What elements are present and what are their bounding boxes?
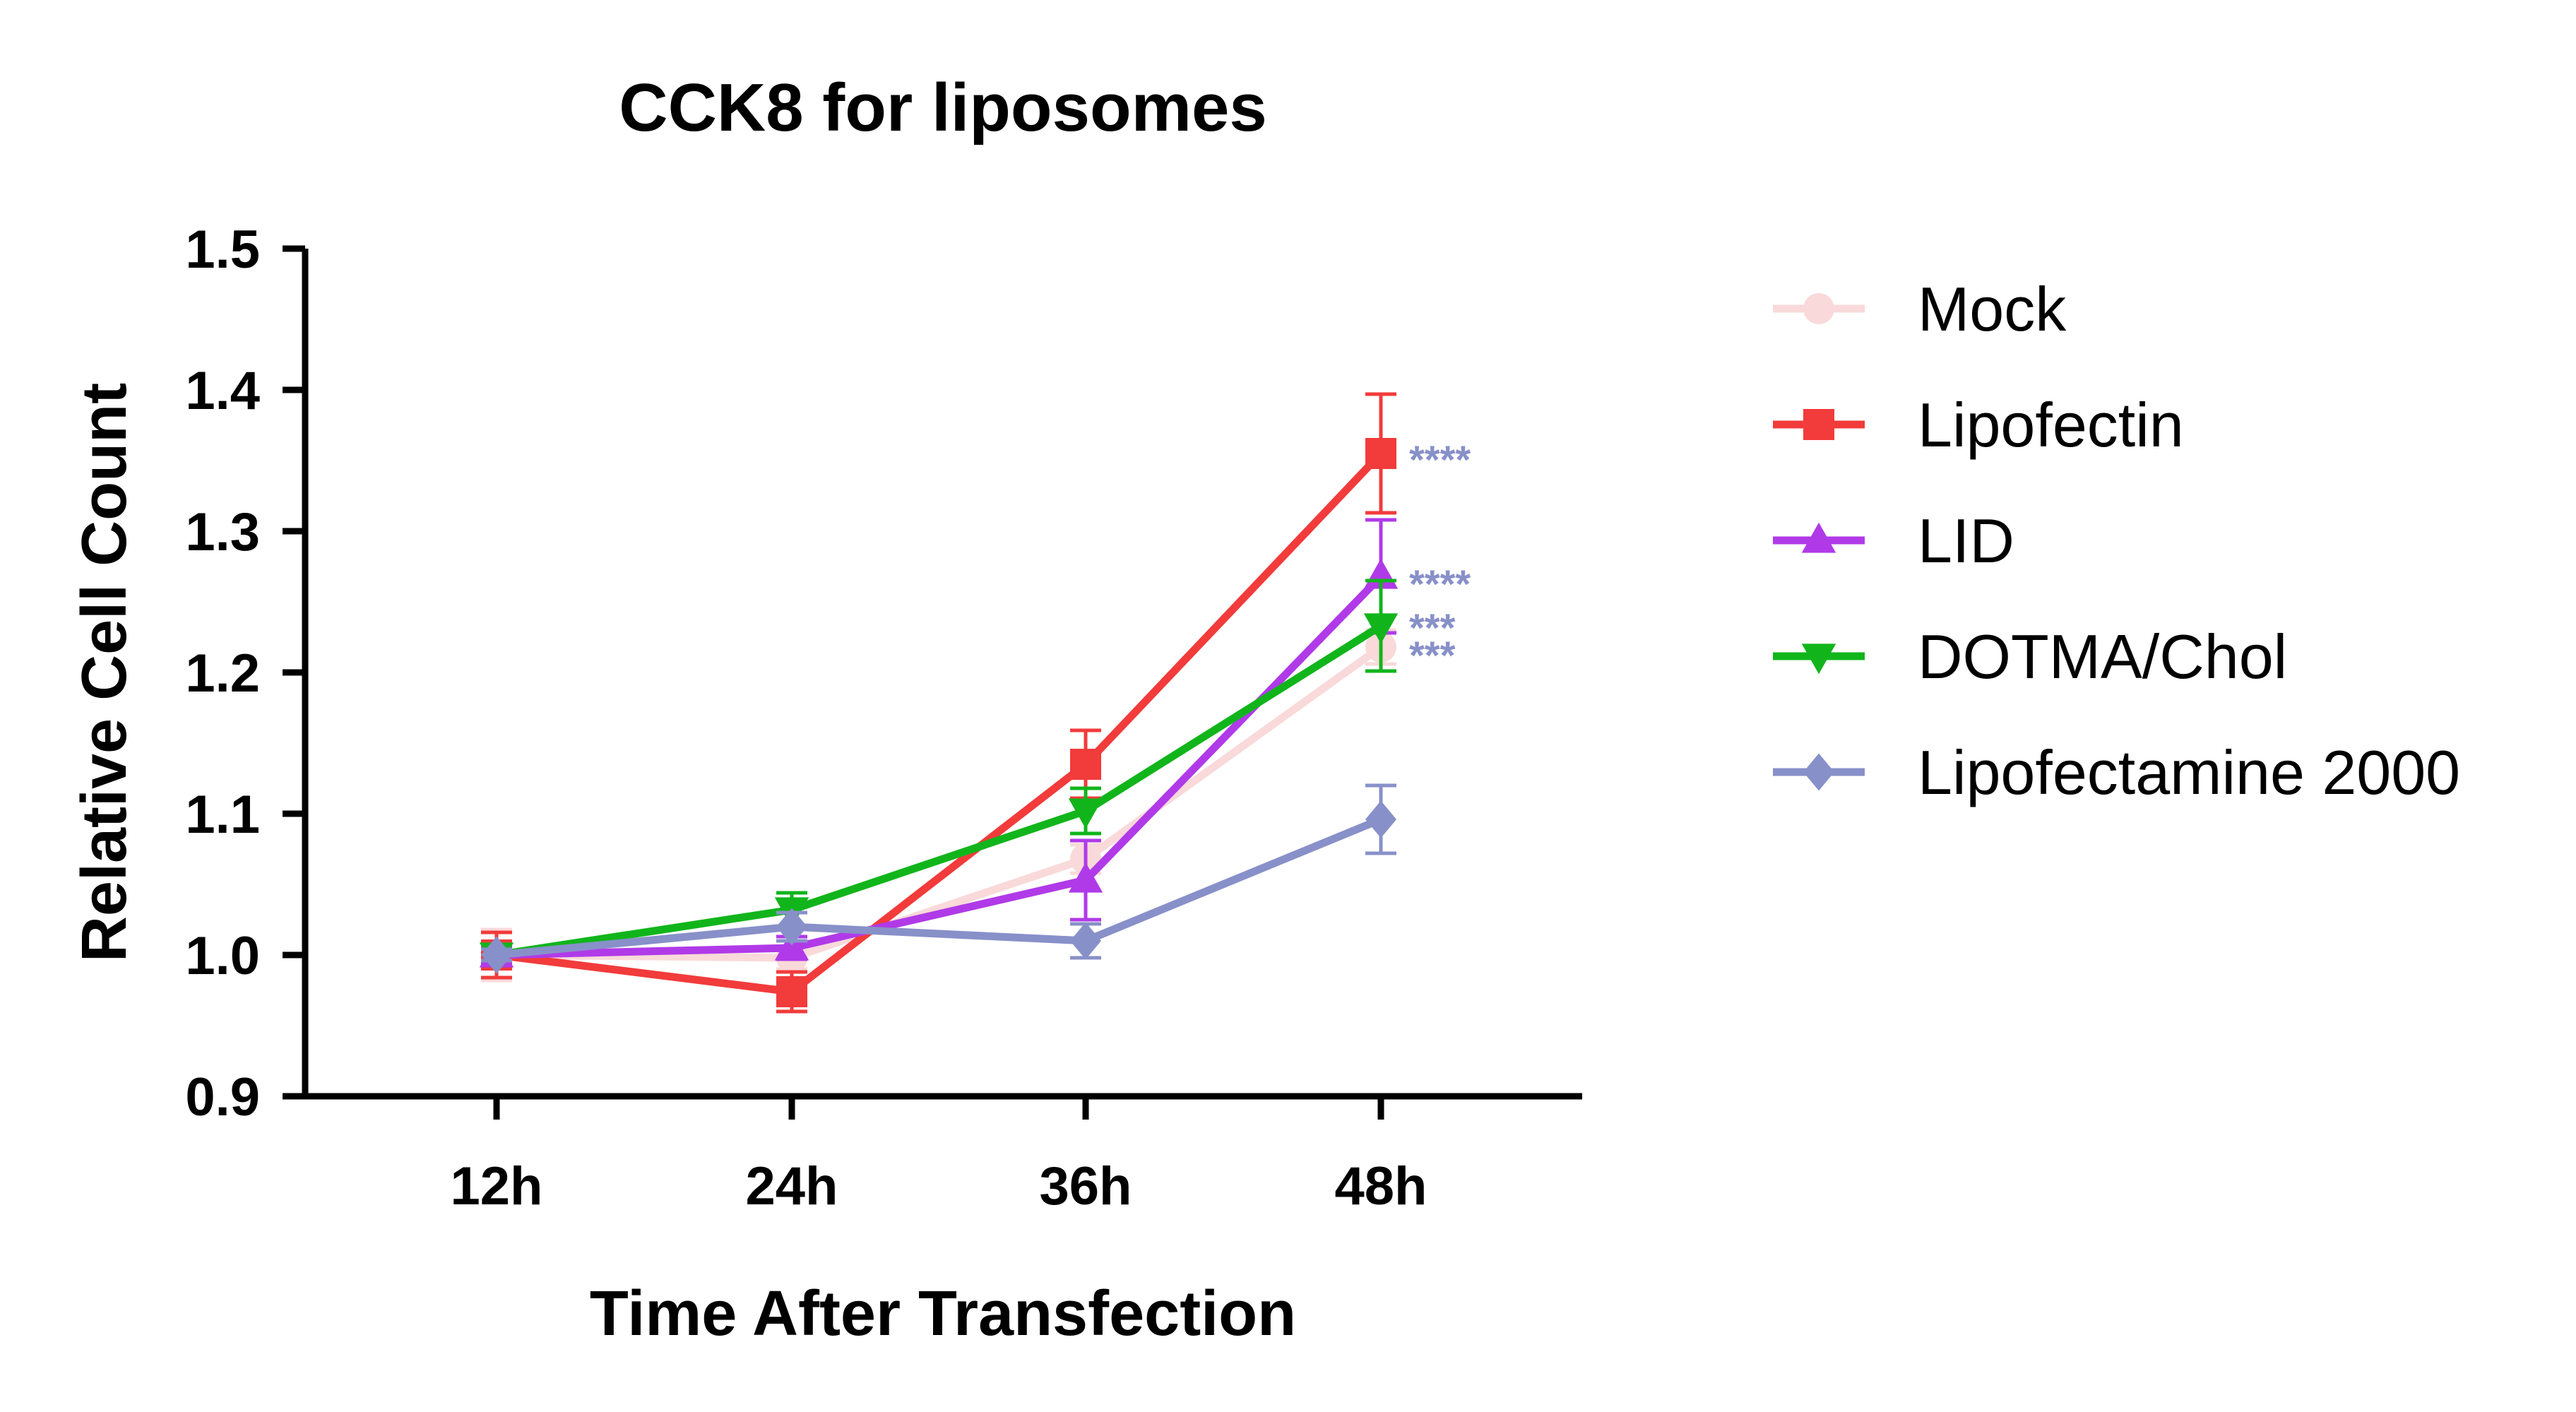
y-tick-label: 1.0 (185, 926, 260, 986)
significance-label: *** (1409, 605, 1456, 650)
significance-label: *** (1409, 633, 1456, 677)
legend-item: LID (1773, 506, 2014, 576)
legend-item: Lipofectamine 2000 (1773, 737, 2460, 807)
data-point (776, 908, 807, 946)
series-line (496, 451, 1384, 996)
y-tick-label: 1.4 (185, 361, 260, 421)
data-point (1365, 438, 1396, 469)
legend-marker (1801, 643, 1836, 675)
y-tick-label: 1.5 (185, 220, 260, 280)
legend-label: Lipofectamine 2000 (1918, 737, 2460, 807)
x-axis-label: Time After Transfection (590, 1278, 1296, 1349)
legend-marker (1803, 293, 1834, 324)
data-point (1365, 800, 1396, 838)
legend-marker (1803, 753, 1834, 791)
series-mock (481, 628, 1396, 983)
x-tick-label: 12h (451, 1156, 543, 1216)
series-lipofectamine-2000 (481, 783, 1396, 974)
legend-label: LID (1918, 506, 2014, 576)
y-tick-label: 1.3 (185, 502, 260, 562)
legend-item: Mock (1773, 274, 2067, 344)
x-tick-label: 48h (1335, 1156, 1428, 1216)
y-ticks: 0.9 1.0 1.1 1.2 1.3 1.4 1.5 (185, 220, 305, 1127)
series-line (496, 643, 1384, 962)
x-tick-label: 24h (746, 1156, 838, 1216)
data-point (481, 936, 512, 974)
significance-label: **** (1409, 437, 1471, 482)
data-point (1068, 798, 1103, 829)
data-point (1070, 749, 1101, 780)
x-ticks: 12h 24h 36h 48h (451, 1096, 1428, 1216)
y-tick-label: 1.2 (185, 643, 260, 704)
data-point (1363, 613, 1399, 644)
series-layer (479, 392, 1399, 1014)
data-point (1070, 922, 1101, 960)
significance-label: **** (1409, 562, 1471, 606)
legend-marker (1801, 522, 1836, 553)
legend-label: Mock (1918, 274, 2067, 344)
legend-item: DOTMA/Chol (1773, 622, 2287, 692)
data-point (776, 976, 807, 1007)
series-line (496, 574, 1384, 959)
series-lid (479, 518, 1399, 968)
legend-marker (1803, 409, 1834, 440)
legend-label: DOTMA/Chol (1918, 622, 2287, 692)
y-tick-label: 1.1 (185, 785, 260, 845)
y-axis-label: Relative Cell Count (69, 383, 140, 962)
x-tick-label: 36h (1040, 1156, 1132, 1216)
significance-layer: ************** (1409, 437, 1471, 677)
chart-title: CCK8 for liposomes (619, 70, 1266, 146)
y-tick-label: 0.9 (185, 1067, 260, 1127)
legend-label: Lipofectin (1918, 390, 2184, 460)
series-line (496, 622, 1383, 959)
legend-item: Lipofectin (1773, 390, 2184, 460)
legend: Mock Lipofectin LID DOTMA/Chol Lipofectamine… (1773, 274, 2460, 807)
series-line (496, 815, 1383, 959)
data-point (1068, 862, 1103, 893)
